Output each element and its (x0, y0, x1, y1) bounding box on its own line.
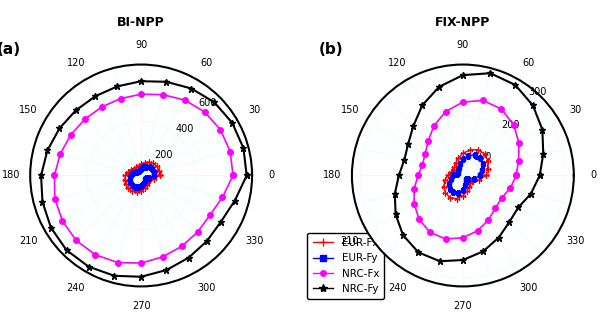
Title: FIX-NPP: FIX-NPP (435, 16, 490, 29)
Text: (a): (a) (0, 42, 21, 57)
Text: (b): (b) (319, 42, 343, 57)
Legend: EUR-Fx, EUR-Fy, NRC-Fx, NRC-Fy: EUR-Fx, EUR-Fy, NRC-Fx, NRC-Fy (307, 233, 384, 299)
Title: BI-NPP: BI-NPP (117, 16, 165, 29)
